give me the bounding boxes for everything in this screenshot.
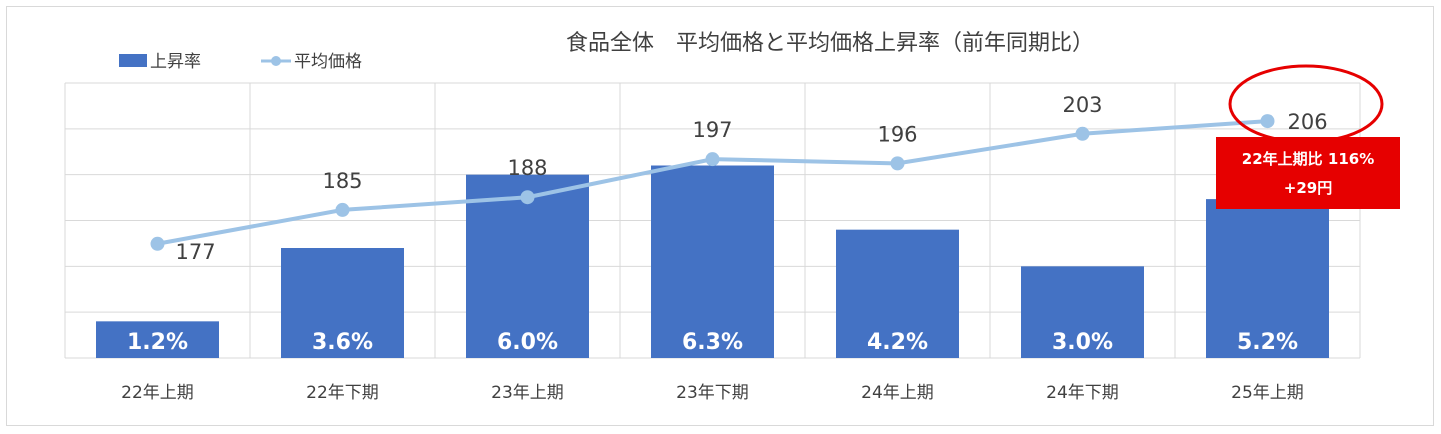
callout: 22年上期比 116% +29円 — [1216, 64, 1400, 209]
bar — [836, 229, 959, 358]
line-point — [705, 152, 720, 167]
callout-line1: 22年上期比 116% — [1242, 150, 1374, 168]
x-tick-label: 25年上期 — [1231, 383, 1304, 403]
line-data-label: 206 — [1288, 110, 1328, 134]
bar-series — [96, 165, 1329, 358]
chart-title: 食品全体 平均価格と平均価格上昇率（前年同期比） — [566, 31, 1094, 56]
line-point — [150, 236, 165, 251]
legend-bar-label: 上昇率 — [150, 52, 201, 72]
callout-line2: +29円 — [1284, 179, 1332, 197]
bar-data-label: 3.0% — [1052, 330, 1113, 355]
x-tick-label: 24年下期 — [1046, 383, 1119, 403]
bar — [1206, 199, 1329, 358]
x-tick-label: 22年上期 — [121, 383, 194, 403]
x-axis-ticks: 22年上期 22年下期 23年上期 23年下期 24年上期 24年下期 25年上期 — [121, 383, 1304, 403]
callout-box — [1216, 137, 1400, 209]
legend-line-label: 平均価格 — [294, 52, 362, 72]
bar — [281, 248, 404, 358]
x-tick-label: 24年上期 — [861, 383, 934, 403]
line-labels: 177 185 188 197 196 203 206 — [176, 93, 1328, 264]
line-data-label: 177 — [176, 240, 216, 264]
bar — [651, 165, 774, 358]
bar-data-label: 6.3% — [682, 330, 743, 355]
x-tick-label: 22年下期 — [306, 383, 379, 403]
legend: 上昇率 平均価格 — [119, 52, 362, 72]
bar-labels: 1.2% 3.6% 6.0% 6.3% 4.2% 3.0% 5.2% — [127, 330, 1298, 355]
line-point — [335, 202, 350, 217]
x-tick-label: 23年上期 — [491, 383, 564, 403]
bar-data-label: 1.2% — [127, 330, 188, 355]
bar-data-label: 4.2% — [867, 330, 928, 355]
x-tick-label: 23年下期 — [676, 383, 749, 403]
legend-line-marker — [271, 56, 281, 66]
line-data-label: 203 — [1062, 93, 1102, 117]
line-point — [1075, 126, 1090, 141]
legend-bar-swatch — [119, 54, 147, 67]
line-data-label: 185 — [322, 169, 362, 193]
bar-data-label: 5.2% — [1237, 330, 1298, 355]
line-data-label: 196 — [877, 122, 917, 146]
bar-data-label: 3.6% — [312, 330, 373, 355]
line-point — [1260, 114, 1275, 129]
bar-data-label: 6.0% — [497, 330, 558, 355]
bar — [96, 321, 219, 358]
line-data-label: 197 — [692, 118, 732, 142]
bar — [466, 174, 589, 358]
line-point — [520, 190, 535, 205]
bar — [1021, 266, 1144, 358]
line-series — [150, 114, 1275, 251]
line-data-label: 188 — [507, 156, 547, 180]
line-point — [890, 156, 905, 171]
